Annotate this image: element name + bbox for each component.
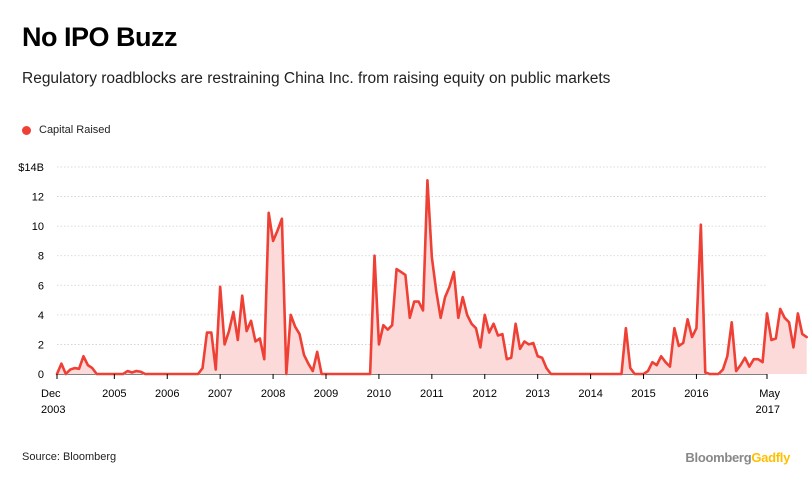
y-tick-label: 4 [38, 310, 44, 322]
x-tick-label: 2006 [155, 388, 179, 400]
y-tick-label: 10 [32, 221, 44, 233]
chart-title: No IPO Buzz [22, 22, 178, 52]
y-tick-label: 6 [38, 280, 44, 292]
legend: Capital Raised [22, 124, 111, 136]
x-axis: Dec 2003 2005 2006 2007 2008 2009 2010 2011 2012 2… [41, 374, 780, 416]
x-tick-label: 2016 [684, 388, 708, 400]
x-tick-label: 2011 [420, 388, 444, 400]
x-tick-label: 2013 [525, 388, 549, 400]
x-tick-label: 2009 [314, 388, 338, 400]
x-tick-label-year: 2017 [756, 404, 780, 416]
y-tick-label: 8 [38, 251, 44, 263]
y-tick-label: 0 [38, 369, 44, 381]
x-tick-label: Dec [41, 388, 61, 400]
legend-dot-icon [22, 125, 31, 135]
x-tick-label: 2012 [473, 388, 497, 400]
source-note: Source: Bloomberg [22, 451, 117, 463]
x-tick-label: 2005 [102, 388, 126, 400]
brand-part2: Gadfly [751, 450, 790, 465]
brand-part1: Bloomberg [685, 450, 752, 465]
legend-label: Capital Raised [39, 124, 111, 136]
x-tick-label: 2010 [367, 388, 391, 400]
x-tick-label: 2007 [208, 388, 232, 400]
x-tick-label-year: 2003 [41, 404, 65, 416]
y-tick-label: $14B [18, 162, 44, 174]
chart-subtitle: Regulatory roadblocks are restraining Ch… [22, 70, 611, 87]
x-tick-label: 2014 [578, 388, 602, 400]
brand-logo: BloombergGadfly [685, 450, 790, 465]
y-tick-label: 2 [38, 339, 44, 351]
series-layer [55, 179, 808, 376]
x-tick-label: May [759, 388, 780, 400]
x-tick-label: 2015 [631, 388, 655, 400]
series-area-capital-raised [57, 180, 807, 374]
y-axis-labels: 0 2 4 6 8 10 12 $14B [18, 162, 44, 381]
x-tick-label: 2008 [261, 388, 285, 400]
y-tick-label: 12 [32, 192, 44, 204]
